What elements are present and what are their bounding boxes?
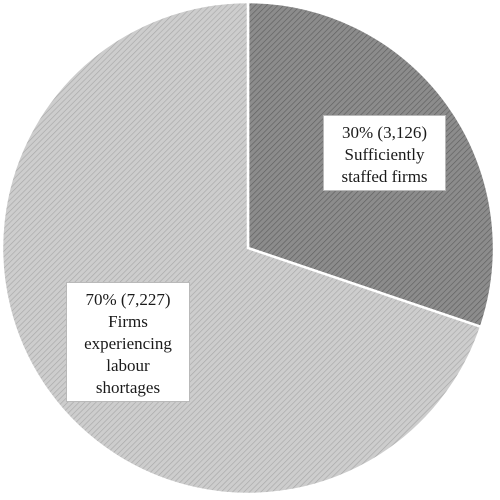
slice-label-line: shortages <box>95 378 161 397</box>
slice-label-line: Firms <box>108 312 148 331</box>
slice-label-sufficiently-staffed: 30% (3,126) Sufficiently staffed firms <box>323 115 446 191</box>
slice-label-labour-shortages: 70% (7,227) Firms experiencing labour sh… <box>66 282 190 402</box>
slice-label-line: Sufficiently <box>344 145 425 164</box>
slice-label-line: experiencing <box>84 334 172 353</box>
slice-label-line: staffed firms <box>341 167 428 186</box>
slice-label-line: labour <box>106 356 150 375</box>
slice-label-line: 30% (3,126) <box>342 123 427 142</box>
slice-label-line: 70% (7,227) <box>85 290 171 309</box>
